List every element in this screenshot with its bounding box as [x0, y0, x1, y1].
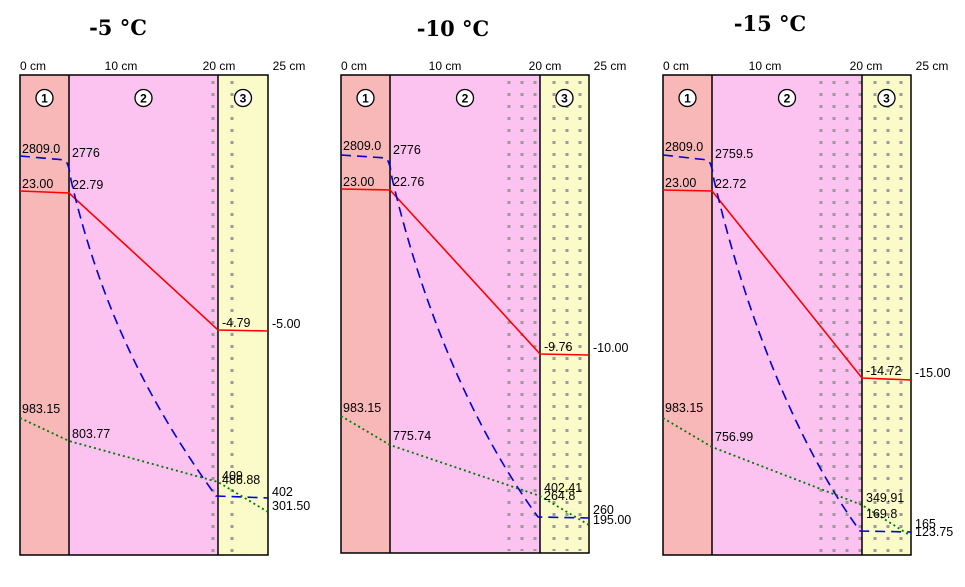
layer-number-circle [455, 88, 475, 108]
layer-number: 1 [684, 92, 691, 106]
layer-number-circle [877, 88, 896, 108]
temperature-interface-23-label: -9.76 [544, 340, 573, 354]
saturation-outer-label: 402 [272, 485, 293, 499]
panel-title: -15 °C [734, 11, 806, 36]
temperature-inner-label: 23.00 [22, 177, 53, 191]
panel-2: -10 °C 0 cm 10 cm 20 cm 25 cm 1 2 3 23.00 22.76 -9… [340, 16, 631, 554]
axis-tick-10cm: 10 cm [429, 59, 462, 73]
axis-tick-20cm: 20 cm [529, 59, 562, 73]
axis-tick-25cm: 25 cm [273, 59, 306, 73]
temperature-interface-12-label: 22.79 [72, 178, 103, 192]
saturation-outer-label: 165 [915, 517, 936, 531]
temperature-line [19, 190, 269, 332]
panel-border [19, 74, 269, 556]
panel-title: -10 °C [417, 16, 489, 41]
layer-2 [390, 75, 540, 553]
layer-number-circle [233, 88, 253, 108]
temperature-interface-12-label: 22.76 [393, 175, 424, 189]
saturation-pressure-line [662, 154, 912, 533]
axis-tick-0cm: 0 cm [341, 59, 367, 73]
saturation-interface-12-label: 2759.5 [715, 147, 753, 161]
layer-number-circle [555, 88, 574, 108]
saturation-interface-23-label: 264.8 [544, 489, 575, 503]
saturation-pressure-line [340, 154, 590, 519]
layer-number-circle [777, 88, 797, 108]
panel-border [340, 74, 590, 554]
axis-tick-10cm: 10 cm [105, 59, 138, 73]
panel-border [662, 74, 912, 556]
temperature-interface-12-label: 22.72 [715, 177, 746, 191]
axis-tick-25cm: 25 cm [594, 59, 627, 73]
layer-3 [218, 75, 268, 555]
saturation-inner-label: 2809.0 [665, 140, 703, 154]
layer-number-circle [134, 88, 153, 108]
layer-2 [712, 75, 862, 555]
vapour-interface-23-label: 486.88 [222, 473, 260, 487]
panel-3: -15 °C 0 cm 10 cm 20 cm 25 cm 1 2 3 23.00 22.72 -1… [662, 11, 953, 556]
vapour-interface-23-label: 349.91 [866, 491, 904, 505]
temperature-outer-label: -10.00 [593, 341, 628, 355]
layer-number-circle [356, 88, 375, 108]
layer-number-circle [678, 88, 697, 108]
vapour-pressure-line [19, 417, 269, 513]
panel-1: -5 °C 0 cm 10 cm 20 cm 25 cm 1 2 3 23.00 22.79 -4.… [19, 15, 310, 556]
saturation-inner-label: 2809.0 [343, 139, 381, 153]
axis-tick-25cm: 25 cm [916, 59, 949, 73]
vapour-interface-23-label: 402.41 [544, 481, 582, 495]
layer-2 [69, 75, 218, 555]
layer-1 [663, 75, 712, 555]
layer-number: 3 [240, 92, 247, 106]
axis-tick-10cm: 10 cm [749, 59, 782, 73]
axis-tick-0cm: 0 cm [20, 59, 46, 73]
temperature-interface-23-label: -4.79 [222, 316, 251, 330]
saturation-interface-12-label: 2776 [393, 143, 421, 157]
saturation-interface-23-label: 169.8 [866, 507, 897, 521]
vapour-outer-label: 195.00 [593, 513, 631, 527]
temperature-interface-23-label: -14.72 [866, 364, 901, 378]
layer-number: 2 [784, 92, 791, 106]
layer-number: 3 [561, 92, 568, 106]
vapour-interface-12-label: 803.77 [72, 427, 110, 441]
vapour-outer-label: 301.50 [272, 499, 310, 513]
axis-tick-20cm: 20 cm [203, 59, 236, 73]
layer-number: 2 [140, 92, 147, 106]
layer-number: 1 [362, 92, 369, 106]
panel-title: -5 °C [89, 15, 147, 40]
axis-tick-20cm: 20 cm [850, 59, 883, 73]
layer-1 [20, 75, 69, 555]
layer-number: 2 [462, 92, 469, 106]
layer-1 [341, 75, 390, 553]
layer-3 [862, 75, 911, 555]
temperature-outer-label: -15.00 [915, 366, 950, 380]
temperature-inner-label: 23.00 [343, 175, 374, 189]
saturation-outer-label: 260 [593, 503, 614, 517]
vapour-pressure-line [340, 415, 590, 526]
temperature-inner-label: 23.00 [665, 176, 696, 190]
vapour-outer-label: 123.75 [915, 525, 953, 539]
layer-number: 3 [883, 92, 890, 106]
vapour-pressure-line [662, 417, 912, 537]
saturation-interface-12-label: 2776 [72, 146, 100, 160]
vapour-interface-12-label: 756.99 [715, 430, 753, 444]
temperature-line [340, 188, 590, 356]
vapour-interface-12-label: 775.74 [393, 429, 431, 443]
vapour-inner-label: 983.15 [22, 402, 60, 416]
layer-number: 1 [41, 92, 48, 106]
temperature-line [662, 189, 912, 381]
vapour-inner-label: 983.15 [665, 401, 703, 415]
saturation-pressure-line [19, 155, 269, 499]
vapour-inner-label: 983.15 [343, 401, 381, 415]
temperature-outer-label: -5.00 [272, 317, 301, 331]
layer-number-circle [35, 88, 54, 108]
saturation-inner-label: 2809.0 [22, 142, 60, 156]
axis-tick-0cm: 0 cm [663, 59, 689, 73]
saturation-interface-23-label: 409 [222, 469, 243, 483]
